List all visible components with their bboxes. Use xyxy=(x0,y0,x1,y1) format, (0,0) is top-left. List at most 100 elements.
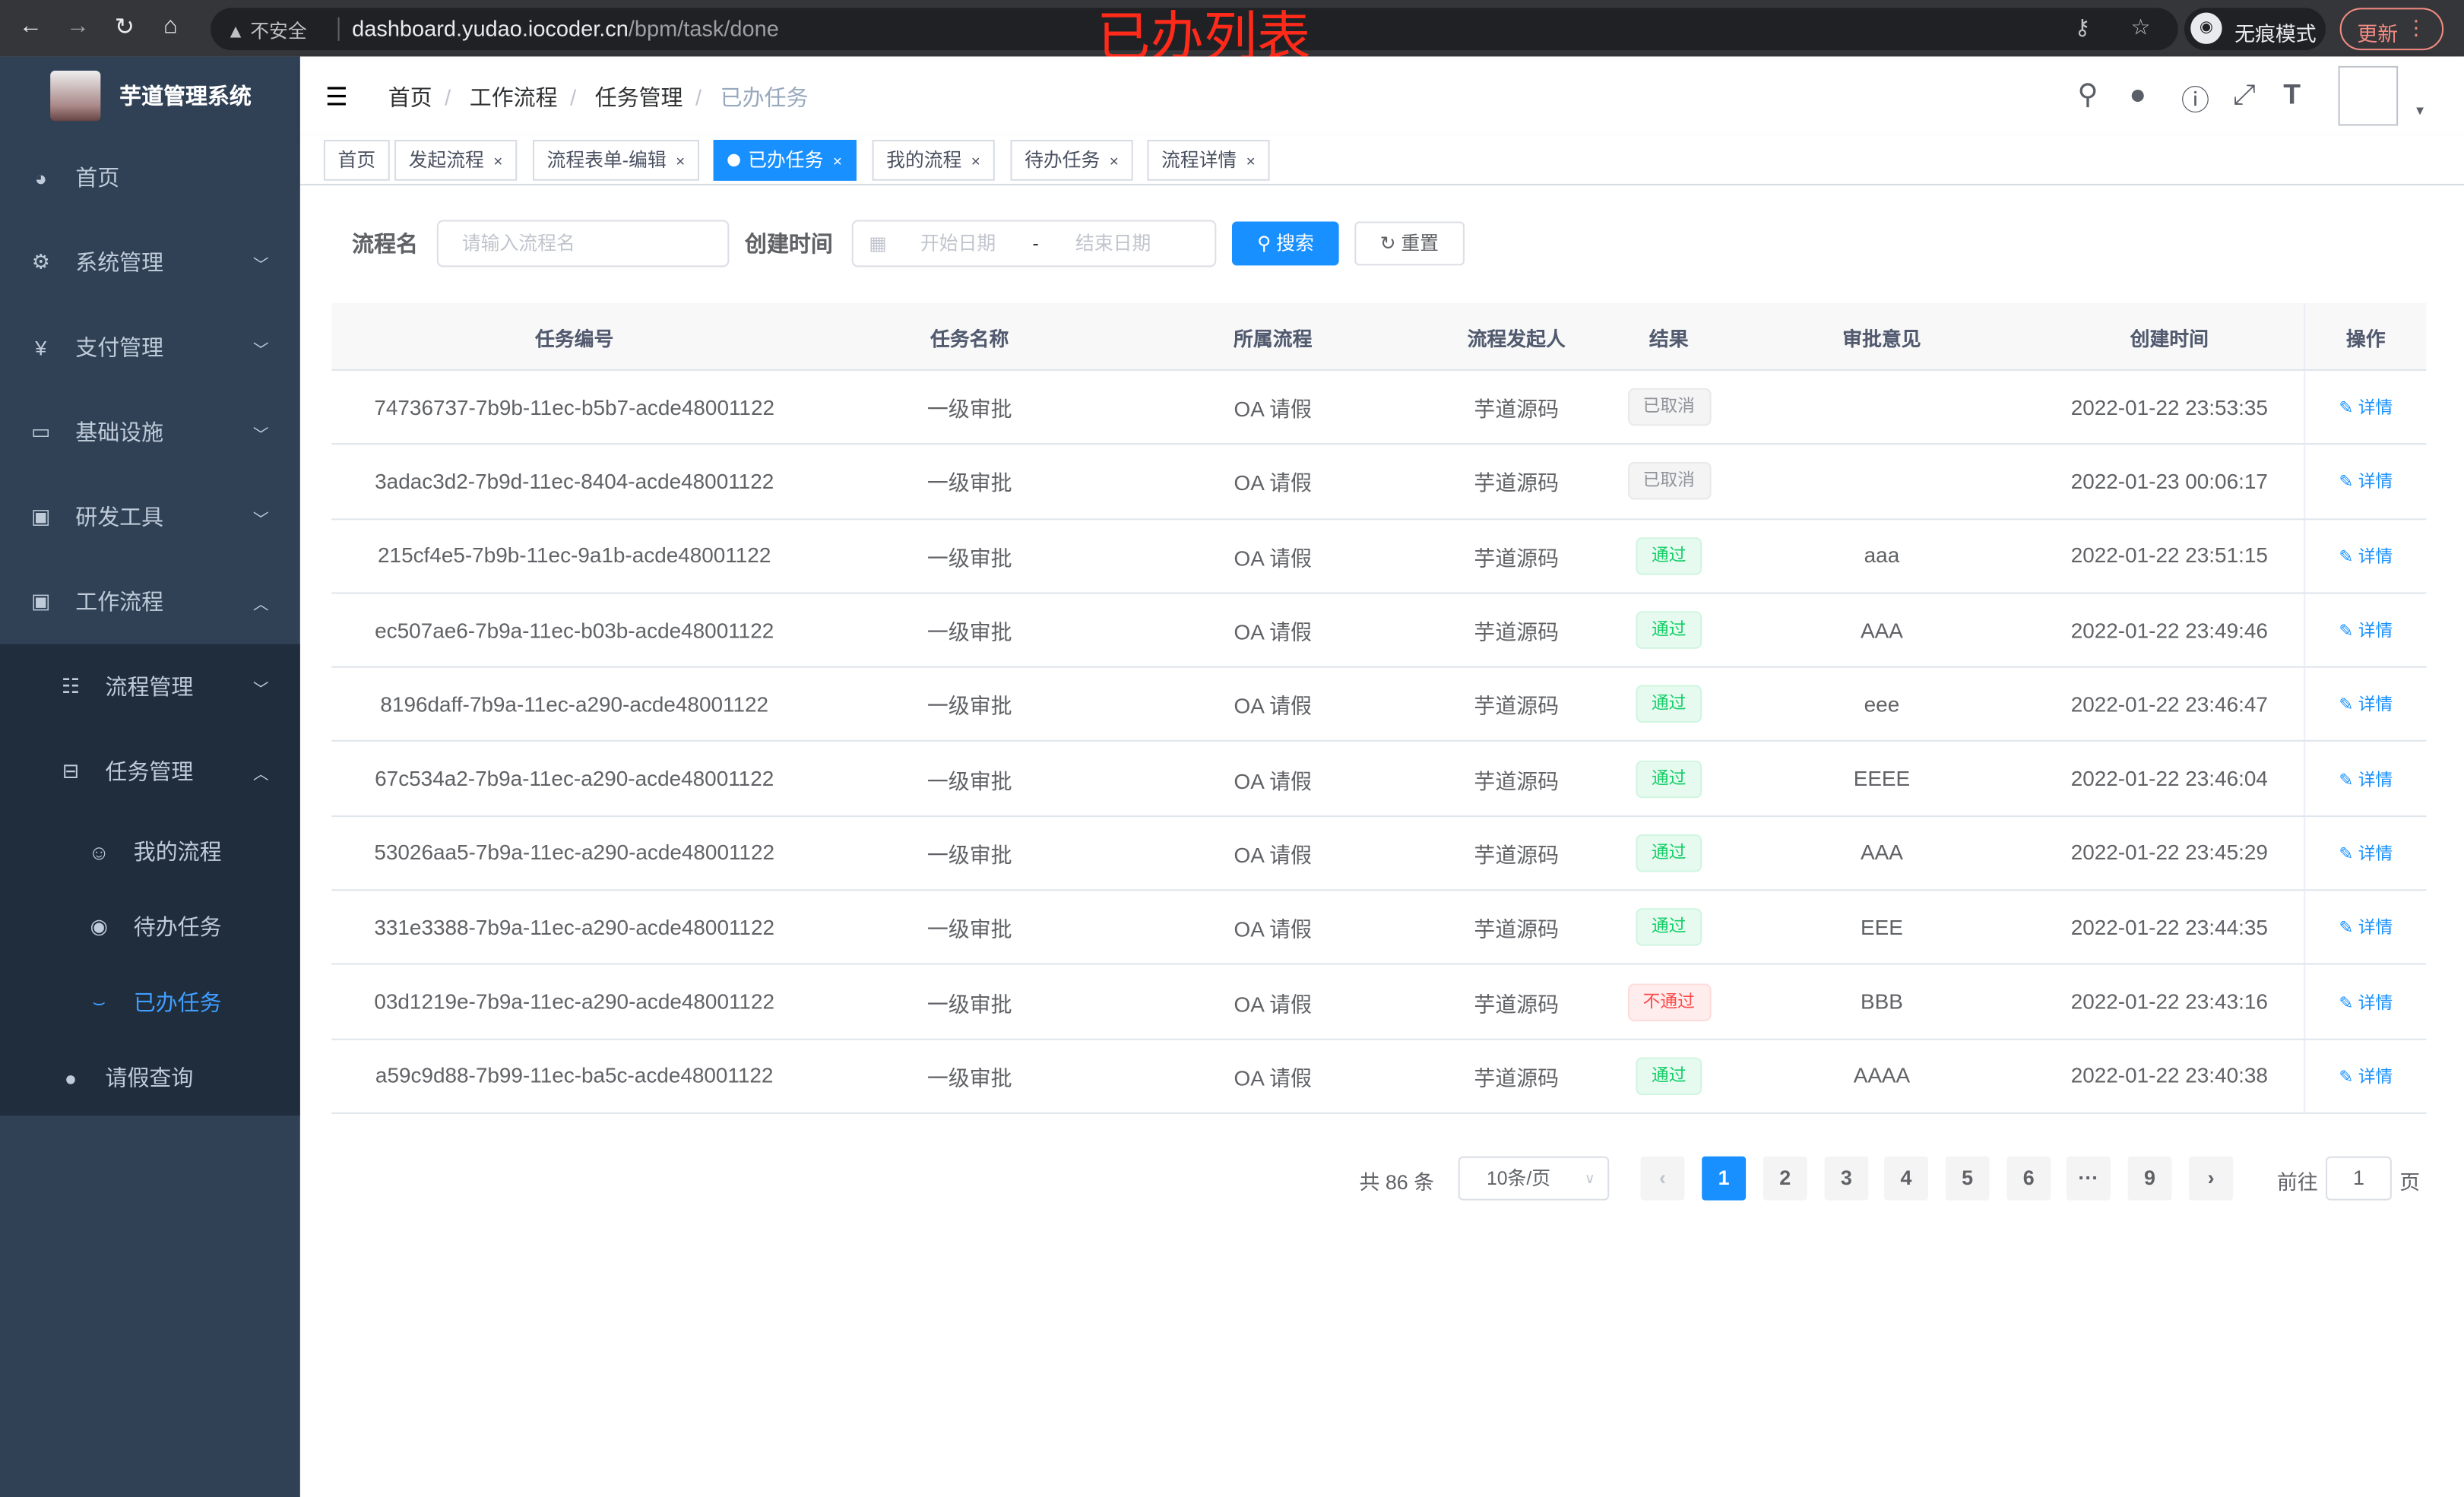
table-cell: 74736737-7b9b-11ec-b5b7-acde48001122 xyxy=(374,395,775,419)
start-date-placeholder[interactable]: 开始日期 xyxy=(920,233,996,255)
sidebar-subitem[interactable]: ● 请假查询 xyxy=(0,1040,300,1116)
sidebar-logo[interactable]: 芋道管理系统 xyxy=(0,56,300,135)
key-icon[interactable]: ⚷ xyxy=(2074,14,2091,40)
github-icon[interactable]: ● xyxy=(2129,78,2147,110)
close-icon[interactable]: × xyxy=(676,153,686,172)
table-cell: 芋道源码 xyxy=(1474,546,1560,570)
page-button[interactable]: 6 xyxy=(2006,1156,2051,1201)
close-icon[interactable]: × xyxy=(1109,153,1119,172)
tag-item[interactable]: 待办任务 × xyxy=(1010,140,1133,181)
sidebar-subitem[interactable]: ⌣ 已办任务 xyxy=(0,965,300,1040)
table-cell: OA 请假 xyxy=(1234,992,1312,1016)
sidebar-subitem[interactable]: ☺ 我的流程 xyxy=(0,814,300,889)
sidebar-item[interactable]: ◕ 首页 xyxy=(0,135,300,220)
tag-label: 我的流程 xyxy=(886,149,962,172)
tag-item[interactable]: 发起流程 × xyxy=(394,140,517,181)
total-count: 共 86 条 xyxy=(1359,1170,1435,1195)
date-range-picker[interactable]: ▦ 开始日期 - 结束日期 xyxy=(851,220,1217,267)
toolbox-icon: ▣ xyxy=(31,589,51,613)
detail-link[interactable]: ✎ 详情 xyxy=(2339,469,2393,494)
sidebar-item[interactable]: ▣ 研发工具 ﹀ xyxy=(0,474,300,559)
font-size-icon[interactable]: T xyxy=(2283,78,2301,110)
column-header: 流程发起人 xyxy=(1467,328,1566,350)
more-icon: ⋮ xyxy=(2405,15,2427,40)
breadcrumb-item[interactable]: 任务管理 xyxy=(594,84,683,110)
reset-button[interactable]: ↻ 重置 xyxy=(1354,221,1465,266)
detail-link[interactable]: ✎ 详情 xyxy=(2339,766,2393,791)
result-badge: 不通过 xyxy=(1626,983,1711,1021)
detail-link[interactable]: ✎ 详情 xyxy=(2339,543,2393,568)
table-cell: 8196daff-7b9a-11ec-a290-acde48001122 xyxy=(380,692,769,717)
close-icon[interactable]: × xyxy=(1246,153,1256,172)
table-cell: 2022-01-22 23:49:46 xyxy=(2070,618,2268,642)
sidebar-item[interactable]: ⚙ 系统管理 ﹀ xyxy=(0,220,300,305)
end-date-placeholder[interactable]: 结束日期 xyxy=(1075,233,1151,255)
sidebar-item-label: 已办任务 xyxy=(133,989,222,1015)
table-cell: OA 请假 xyxy=(1234,1066,1312,1090)
close-icon[interactable]: × xyxy=(832,153,842,172)
reset-label: 重置 xyxy=(1401,233,1439,255)
page-button[interactable]: 2 xyxy=(1762,1156,1807,1201)
app-title: 芋道管理系统 xyxy=(119,83,252,109)
fullscreen-icon[interactable]: ⤢ xyxy=(2233,78,2256,110)
help-icon[interactable]: ⓘ xyxy=(2181,84,2210,117)
page-size-select[interactable]: 10条/页 ∨ xyxy=(1458,1156,1610,1201)
page-button[interactable]: 3 xyxy=(1824,1156,1869,1201)
detail-link[interactable]: ✎ 详情 xyxy=(2339,840,2393,866)
tag-item[interactable]: 我的流程 × xyxy=(872,140,995,181)
home-icon[interactable]: ⌂ xyxy=(163,12,178,40)
detail-link[interactable]: ✎ 详情 xyxy=(2339,915,2393,940)
navbar: ☰ 首页 / 工作流程 / 任务管理 / 已办任务 ⚲ ● ⓘ ⤢ T ▼ xyxy=(299,56,2464,135)
search-icon[interactable]: ⚲ xyxy=(2077,78,2098,110)
search-icon: ⚲ xyxy=(1257,233,1277,255)
sidebar-item[interactable]: ▣ 工作流程 ︿ xyxy=(0,559,300,644)
sidebar-subitem[interactable]: ☷ 流程管理 ﹀ xyxy=(0,644,300,730)
star-icon[interactable]: ☆ xyxy=(2130,14,2151,40)
sidebar-item[interactable]: ▭ 基础设施 ﹀ xyxy=(0,390,300,475)
reload-icon[interactable]: ↻ xyxy=(114,14,135,41)
goto-page-input[interactable]: 1 xyxy=(2326,1156,2392,1201)
tag-item[interactable]: 首页 xyxy=(323,140,390,181)
process-name-input[interactable]: 请输入流程名 xyxy=(436,220,730,267)
table-cell: EEEE xyxy=(1853,767,1911,791)
page-button[interactable]: 1 xyxy=(1702,1156,1747,1201)
task-table: 任务编号 任务名称 所属流程 流程发起人 结果 审批意见 创建时间 操作 74736737-7b… xyxy=(331,303,2427,1114)
prev-page-button[interactable]: ‹ xyxy=(1640,1156,1685,1201)
process-name-label: 流程名 xyxy=(352,230,418,257)
sidebar-subitem[interactable]: ⊟ 任务管理 ︿ xyxy=(0,729,300,814)
page-button[interactable]: 4 xyxy=(1884,1156,1928,1201)
next-page-button[interactable]: › xyxy=(2189,1156,2234,1201)
table-row: 53026aa5-7b9a-11ec-a290-acde48001122 一级审批… xyxy=(331,816,2427,891)
back-icon[interactable]: ← xyxy=(18,12,43,40)
insecure-label: 不安全 xyxy=(250,20,307,43)
breadcrumb-item[interactable]: 工作流程 xyxy=(469,84,558,110)
page-button[interactable]: 9 xyxy=(2127,1156,2172,1201)
detail-link[interactable]: ✎ 详情 xyxy=(2339,692,2393,717)
forward-icon[interactable]: → xyxy=(65,12,90,40)
search-button[interactable]: ⚲ 搜索 xyxy=(1231,221,1339,266)
breadcrumb-item[interactable]: 首页 xyxy=(388,84,432,110)
detail-link[interactable]: ✎ 详情 xyxy=(2339,989,2393,1014)
detail-link[interactable]: ✎ 详情 xyxy=(2339,394,2393,419)
incognito-badge[interactable]: ◉ 无痕模式 xyxy=(2184,8,2326,51)
avatar[interactable] xyxy=(2338,65,2399,126)
close-icon[interactable]: × xyxy=(493,153,503,172)
address-bar[interactable]: ▲ 不安全 dashboard.yudao.iocoder.cn/bpm/tas… xyxy=(211,8,2178,51)
tag-item[interactable]: 已办任务 × xyxy=(713,140,857,181)
caret-down-icon[interactable]: ▼ xyxy=(2413,103,2427,119)
close-icon[interactable]: × xyxy=(971,153,980,172)
detail-link[interactable]: ✎ 详情 xyxy=(2339,618,2393,643)
tag-item[interactable]: 流程表单-编辑 × xyxy=(532,140,699,181)
update-button[interactable]: 更新 ⋮ xyxy=(2339,8,2444,51)
sidebar-item[interactable]: ¥ 支付管理 ﹀ xyxy=(0,305,300,390)
column-header: 任务名称 xyxy=(930,328,1009,350)
column-header: 操作 xyxy=(2304,303,2426,369)
sidebar-subitem[interactable]: ◉ 待办任务 xyxy=(0,889,300,964)
page-button[interactable]: 5 xyxy=(1945,1156,1990,1201)
table-cell: 2022-01-23 00:06:17 xyxy=(2070,470,2268,494)
hamburger-icon[interactable]: ☰ xyxy=(325,84,348,112)
people-icon: ☺ xyxy=(88,840,109,864)
detail-link[interactable]: ✎ 详情 xyxy=(2339,1063,2393,1088)
tag-item[interactable]: 流程详情 × xyxy=(1147,140,1270,181)
page-button[interactable]: ··· xyxy=(2066,1156,2111,1201)
